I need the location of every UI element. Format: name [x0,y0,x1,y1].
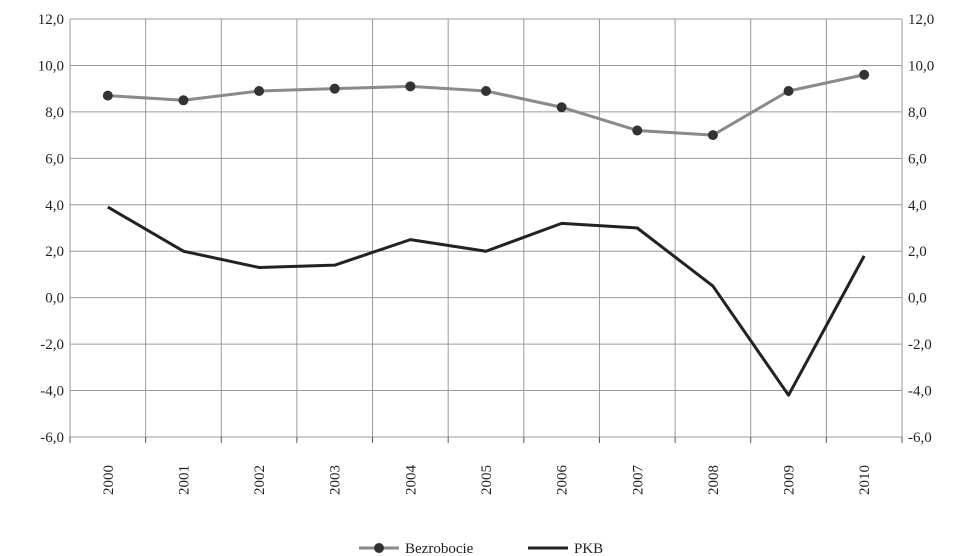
x-tick-label: 2005 [479,465,495,495]
x-tick-label: 2003 [328,465,344,495]
y-tick-label-right: -2,0 [908,337,932,353]
y-axis-left: 12,0 10,0 8,0 6,0 4,0 2,0 0,0 -2,0 -4,0 -6,0 [38,12,64,446]
y-tick-label-right: -6,0 [908,430,932,446]
y-tick-label-left: 12,0 [38,12,64,28]
data-point-bezrobocie [102,90,113,101]
y-tick-label-right: 6,0 [908,151,927,167]
y-tick-label-left: 8,0 [45,105,64,121]
y-tick-label-left: 10,0 [38,58,64,74]
data-point-bezrobocie [556,102,567,113]
y-tick-label-right: 2,0 [908,244,927,260]
y-tick-label-left: 4,0 [45,198,64,214]
x-axis: 2000 2001 2002 2003 2004 2005 2006 2007 2008 2009… [101,465,873,496]
series-group [102,69,870,397]
legend-label-pkb: PKB [574,541,603,556]
y-axis-right: 12,0 10,0 8,0 6,0 4,0 2,0 0,0 -2,0 -4,0 -6,0 [908,12,934,446]
y-tick-label-right: 12,0 [908,12,934,28]
y-tick-label-right: 8,0 [908,105,927,121]
y-tick-label-right: 10,0 [908,58,934,74]
y-tick-label-left: -2,0 [40,337,64,353]
x-tick-label: 2010 [857,465,873,495]
y-tick-label-right: 0,0 [908,291,927,307]
legend: Bezrobocie PKB [359,541,603,556]
x-tick-label: 2001 [176,465,192,495]
y-tick-label-right: -4,0 [908,384,932,400]
y-tick-label-left: 2,0 [45,244,64,260]
data-point-bezrobocie [329,83,340,94]
y-tick-label-left: -6,0 [40,430,64,446]
x-tick-label: 2000 [101,465,117,495]
legend-marker-bezrobocie [374,543,384,553]
data-point-bezrobocie [178,95,189,106]
y-tick-label-left: 0,0 [45,291,64,307]
y-tick-label-left: 6,0 [45,151,64,167]
y-tick-label-right: 4,0 [908,198,927,214]
series-line-pkb [107,205,866,397]
x-tick-label: 2006 [555,465,571,496]
data-point-bezrobocie [254,85,265,96]
legend-label-bezrobocie: Bezrobocie [405,541,474,556]
data-point-bezrobocie [405,81,416,92]
data-point-bezrobocie [481,85,491,96]
x-tick-label: 2004 [403,465,419,496]
y-tick-label-left: -4,0 [40,384,64,400]
data-point-bezrobocie [783,85,794,96]
x-tick-label: 2009 [782,465,798,495]
x-tick-label: 2008 [706,465,722,495]
data-point-bezrobocie [632,125,643,136]
x-tick-label: 2002 [252,465,268,495]
data-point-bezrobocie [859,69,870,80]
x-tick-label: 2007 [630,465,646,496]
data-point-bezrobocie [707,130,718,141]
